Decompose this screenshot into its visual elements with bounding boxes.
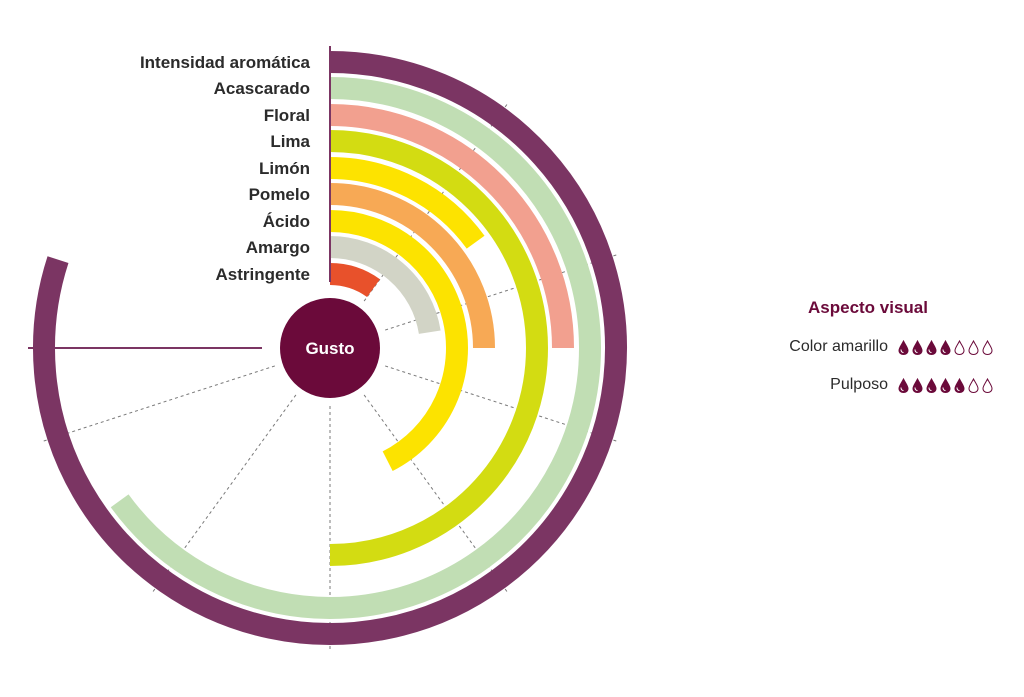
radial-bar-1 — [33, 51, 627, 645]
filled-drop-icon — [954, 377, 965, 393]
drop-rating — [898, 339, 993, 355]
filled-drop-icon — [926, 377, 937, 393]
aspecto-visual-row: Pulposo — [830, 376, 993, 394]
aspecto-visual-title: Aspecto visual — [808, 298, 928, 317]
radial-bar-2 — [110, 77, 601, 619]
category-label-7: Ácido — [263, 212, 310, 231]
category-label-2: Acascarado — [214, 79, 310, 98]
filled-drop-icon — [940, 377, 951, 393]
empty-drop-icon — [968, 339, 979, 355]
filled-drop-icon — [926, 339, 937, 355]
radial-bars — [33, 51, 627, 645]
category-label-1: Intensidad aromática — [140, 53, 311, 72]
empty-drop-icon — [968, 377, 979, 393]
aspecto-visual-label: Color amarillo — [789, 338, 888, 355]
radial-bar-3 — [329, 104, 574, 349]
empty-drop-icon — [954, 339, 965, 355]
drop-rating — [898, 377, 993, 393]
filled-drop-icon — [898, 339, 909, 355]
guide-line-6 — [152, 394, 297, 593]
category-labels: Intensidad aromática Acascarado Floral Lima… — [140, 53, 311, 284]
radial-bar-5 — [329, 157, 485, 249]
category-label-4: Lima — [270, 132, 310, 151]
aspecto-visual-row: Color amarillo — [789, 338, 993, 356]
empty-drop-icon — [982, 339, 993, 355]
radial-bar-8 — [329, 236, 441, 335]
filled-drop-icon — [898, 377, 909, 393]
guide-line-7 — [42, 365, 275, 442]
category-label-3: Floral — [264, 106, 310, 125]
radial-bar-6 — [329, 183, 495, 349]
aspecto-visual-label: Pulposo — [830, 376, 888, 393]
category-label-6: Pomelo — [249, 185, 310, 204]
center-circle — [280, 298, 380, 398]
filled-drop-icon — [912, 377, 923, 393]
guide-line-4 — [363, 394, 508, 593]
empty-drop-icon — [982, 377, 993, 393]
category-label-9: Astringente — [216, 265, 310, 284]
filled-drop-icon — [940, 339, 951, 355]
filled-drop-icon — [912, 339, 923, 355]
radial-bar-4 — [329, 130, 548, 566]
center-label: Gusto — [305, 339, 354, 358]
category-label-8: Amargo — [246, 238, 310, 257]
category-label-5: Limón — [259, 159, 310, 178]
radial-bar-7 — [329, 210, 468, 471]
guide-line-2 — [385, 254, 618, 331]
radial-bar-9 — [329, 263, 380, 298]
guide-line-3 — [385, 365, 618, 442]
